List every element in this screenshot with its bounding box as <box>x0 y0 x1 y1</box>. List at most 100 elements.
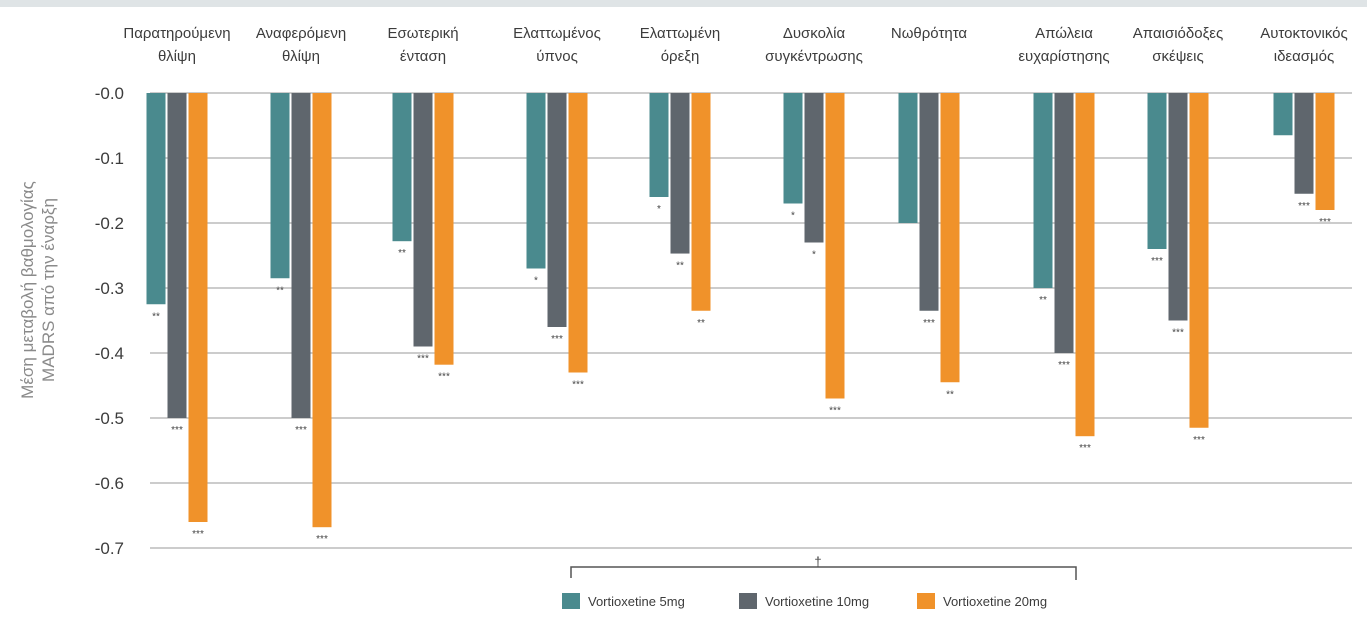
category-label-line: Δυσκολία <box>783 25 846 42</box>
bar <box>526 93 546 269</box>
significance-label: *** <box>417 354 429 365</box>
legend-swatch <box>739 593 757 609</box>
significance-label: *** <box>438 372 450 383</box>
bar <box>146 93 166 305</box>
dagger-bracket: † <box>570 554 1077 580</box>
y-tick-label: -0.3 <box>95 279 124 298</box>
category-label: Απώλεια ευχαρίστησης <box>1018 25 1109 65</box>
bar <box>825 93 845 399</box>
legend-label: Vortioxetine 5mg <box>588 594 685 609</box>
legend: Vortioxetine 5mg Vortioxetine 10mg Vortiox… <box>562 593 1047 609</box>
bar <box>568 93 588 373</box>
significance-label: *** <box>829 406 841 417</box>
significance-label: * <box>657 204 661 215</box>
significance-label: *** <box>1319 217 1331 228</box>
y-axis-title-line-1: Μέση μεταβολή βαθμολογίας <box>18 181 37 399</box>
category-label-line: συγκέντρωσης <box>765 48 863 65</box>
significance-label: *** <box>551 334 563 345</box>
bar <box>1054 93 1074 353</box>
significance-label: *** <box>1151 256 1163 267</box>
category-label: Αυτοκτονικός ιδεασμός <box>1260 25 1348 65</box>
significance-label: *** <box>1298 201 1310 212</box>
top-banner-strip <box>0 0 1367 7</box>
bar <box>392 93 412 242</box>
category-label-line: θλίψη <box>158 48 196 65</box>
y-tick-label: -0.2 <box>95 214 124 233</box>
bar <box>188 93 208 522</box>
category-label-line: Ελαττωμένος <box>513 25 601 42</box>
category-label-line: Απώλεια <box>1035 25 1093 42</box>
bar <box>1294 93 1314 194</box>
bar <box>783 93 803 204</box>
y-tick-label: -0.1 <box>95 149 124 168</box>
significance-label: *** <box>572 380 584 391</box>
bar <box>670 93 690 254</box>
significance-label: * <box>534 276 538 287</box>
category-label-line: Αναφερόμενη <box>256 25 346 42</box>
category-label-line: σκέψεις <box>1152 48 1203 65</box>
significance-label: ** <box>697 318 705 329</box>
significance-label: ** <box>1039 295 1047 306</box>
bar <box>312 93 332 528</box>
legend-item: Vortioxetine 20mg <box>917 593 1047 609</box>
bar <box>1147 93 1167 249</box>
category-label: Εσωτερική ένταση <box>387 25 458 65</box>
category-label: Ελαττωμένη όρεξη <box>640 25 720 65</box>
category-label-line: θλίψη <box>282 48 320 65</box>
significance-label: ** <box>676 261 684 272</box>
category-label-line: Ελαττωμένη <box>640 25 720 42</box>
y-tick-label: -0.7 <box>95 539 124 558</box>
significance-label: * <box>791 211 795 222</box>
bar <box>649 93 669 197</box>
category-label-line: Παρατηρούμενη <box>123 25 230 42</box>
significance-label: *** <box>1058 360 1070 371</box>
significance-labels: ****************************************… <box>152 201 1331 545</box>
bar <box>1315 93 1335 210</box>
legend-item: Vortioxetine 5mg <box>562 593 685 609</box>
category-labels: Παρατηρούμενη θλίψη Αναφερόμενη θλίψη Εσωτερ… <box>123 25 1347 65</box>
significance-label: * <box>812 250 816 261</box>
bar <box>1168 93 1188 321</box>
y-tick-label: -0.5 <box>95 409 124 428</box>
y-axis-title-line-2: MADRS από την έναρξη <box>39 198 58 382</box>
bar <box>1273 93 1293 136</box>
significance-label: ** <box>398 248 406 259</box>
bar <box>940 93 960 383</box>
category-label-line: Απαισιόδοξες <box>1133 25 1223 42</box>
significance-label: ** <box>946 389 954 400</box>
significance-label: ** <box>276 285 284 296</box>
significance-label: *** <box>316 534 328 545</box>
category-label-line: ιδεασμός <box>1274 48 1335 65</box>
significance-label: *** <box>192 529 204 540</box>
significance-label: *** <box>1079 443 1091 454</box>
significance-label: *** <box>171 425 183 436</box>
legend-label: Vortioxetine 10mg <box>765 594 869 609</box>
significance-label: ** <box>152 311 160 322</box>
bar <box>898 93 918 223</box>
bar <box>413 93 433 347</box>
dagger-symbol: † <box>814 554 821 569</box>
category-label: Νωθρότητα <box>891 25 968 42</box>
category-label-line: ύπνος <box>536 48 578 65</box>
category-label: Αναφερόμενη θλίψη <box>256 25 346 65</box>
category-label-line: Εσωτερική <box>387 25 458 42</box>
y-tick-label: -0.4 <box>95 344 124 363</box>
significance-label: *** <box>923 318 935 329</box>
bar <box>270 93 290 279</box>
bar <box>1033 93 1053 288</box>
category-label-line: ευχαρίστησης <box>1018 48 1109 65</box>
category-label-line: όρεξη <box>661 48 700 65</box>
bars <box>146 93 1335 528</box>
bar <box>919 93 939 311</box>
bar <box>291 93 311 418</box>
significance-label: *** <box>1172 328 1184 339</box>
bracket-line <box>570 566 1077 580</box>
category-label-line: Νωθρότητα <box>891 25 968 42</box>
y-axis-title: Μέση μεταβολή βαθμολογίας MADRS από την … <box>18 181 58 399</box>
category-label-line: ένταση <box>400 48 446 65</box>
category-label: Ελαττωμένος ύπνος <box>513 25 601 65</box>
significance-label: *** <box>295 425 307 436</box>
category-label: Δυσκολία συγκέντρωσης <box>765 25 863 65</box>
bar <box>434 93 454 365</box>
